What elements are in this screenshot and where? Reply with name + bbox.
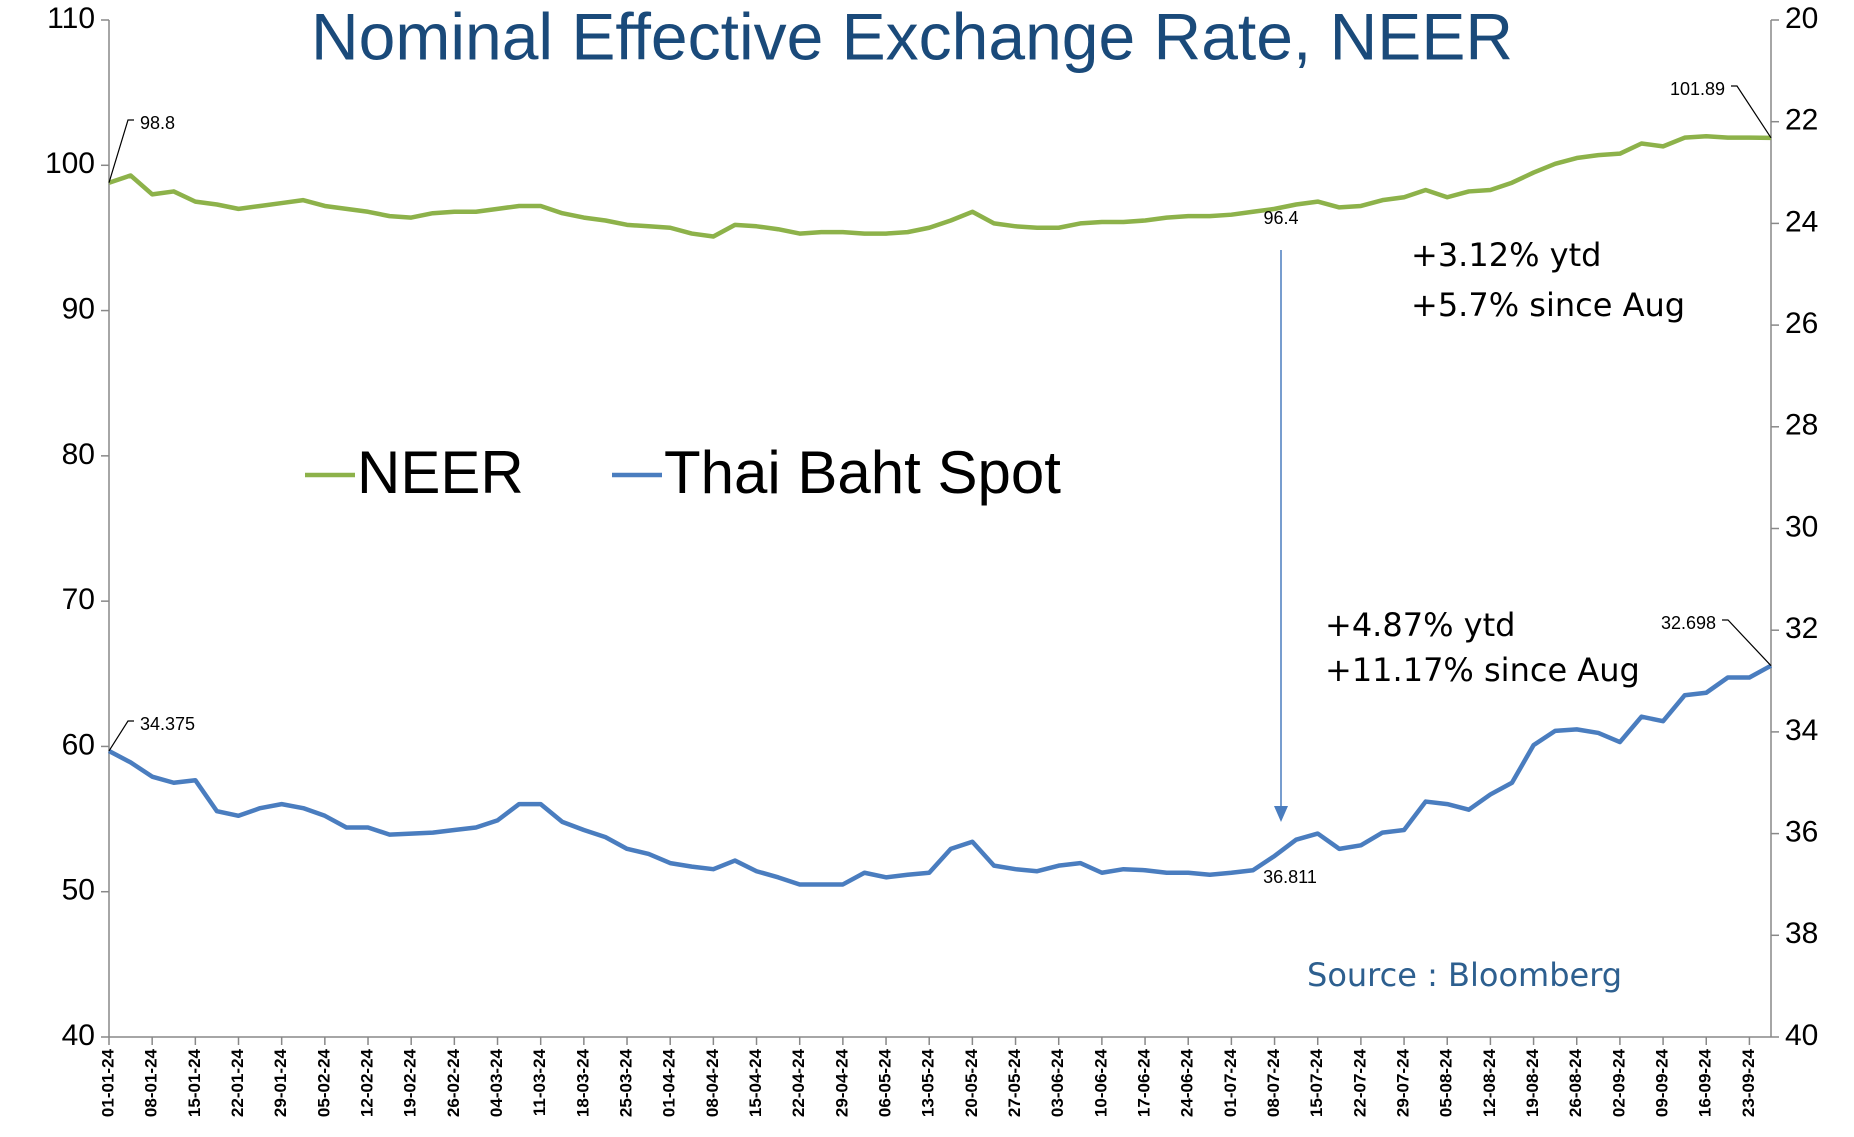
line-series xyxy=(107,663,1773,887)
line-series xyxy=(108,133,1772,239)
y2-tick-label: 32 xyxy=(1785,612,1818,645)
x-tick-label: 17-06-24 xyxy=(1135,1048,1154,1117)
x-tick-label: 27-05-24 xyxy=(1005,1048,1024,1117)
x-tick-label: 01-01-24 xyxy=(98,1048,117,1117)
y2-tick-label: 34 xyxy=(1785,714,1818,747)
data-label: 98.8 xyxy=(140,113,175,133)
x-tick-label: 04-03-24 xyxy=(487,1048,506,1117)
y2-tick-label: 28 xyxy=(1785,409,1818,442)
arrow-head xyxy=(1274,806,1288,822)
x-tick-label: 02-09-24 xyxy=(1609,1048,1628,1117)
x-tick-label: 16-09-24 xyxy=(1696,1048,1715,1117)
x-tick-label: 13-05-24 xyxy=(919,1048,938,1117)
y2-tick-label: 22 xyxy=(1785,104,1818,137)
data-label: 32.698 xyxy=(1661,613,1716,633)
x-tick-label: 05-02-24 xyxy=(314,1048,333,1117)
x-tick-label: 15-07-24 xyxy=(1307,1048,1326,1117)
x-tick-label: 06-05-24 xyxy=(876,1048,895,1117)
x-tick-label: 26-02-24 xyxy=(444,1048,463,1117)
x-tick-label: 29-01-24 xyxy=(271,1048,290,1117)
x-tick-label: 01-04-24 xyxy=(660,1048,679,1117)
x-tick-label: 15-01-24 xyxy=(185,1048,204,1117)
y-tick-label: 90 xyxy=(62,292,95,325)
x-tick-label: 22-01-24 xyxy=(228,1048,247,1117)
y-tick-label: 70 xyxy=(62,583,95,616)
legend-label: Thai Baht Spot xyxy=(664,439,1061,506)
leader-line xyxy=(1731,85,1772,139)
x-tick-label: 01-07-24 xyxy=(1221,1048,1240,1117)
y-tick-label: 50 xyxy=(62,874,95,907)
data-label: 101.89 xyxy=(1670,79,1725,99)
x-tick-label: 09-09-24 xyxy=(1653,1048,1672,1117)
x-tick-label: 03-06-24 xyxy=(1048,1048,1067,1117)
y2-tick-label: 26 xyxy=(1785,307,1818,340)
leader-line xyxy=(108,119,134,183)
annotation: Source : Bloomberg xyxy=(1307,956,1622,994)
x-tick-label: 29-07-24 xyxy=(1394,1048,1413,1117)
x-tick-label: 19-08-24 xyxy=(1523,1048,1542,1117)
x-tick-label: 25-03-24 xyxy=(617,1048,636,1117)
x-tick-label: 22-04-24 xyxy=(789,1048,808,1117)
x-tick-label: 24-06-24 xyxy=(1178,1048,1197,1117)
x-tick-label: 18-03-24 xyxy=(573,1048,592,1117)
x-tick-label: 05-08-24 xyxy=(1437,1048,1456,1117)
y2-tick-label: 38 xyxy=(1785,917,1818,950)
x-tick-label: 22-07-24 xyxy=(1350,1048,1369,1117)
x-tick-label: 10-06-24 xyxy=(1091,1048,1110,1117)
leader-line xyxy=(1722,619,1772,667)
x-tick-label: 29-04-24 xyxy=(832,1048,851,1117)
legend-label: NEER xyxy=(357,439,524,506)
x-tick-label: 11-03-24 xyxy=(530,1048,549,1116)
y2-tick-label: 40 xyxy=(1785,1019,1818,1052)
y2-tick-label: 30 xyxy=(1785,510,1818,543)
annotation: +3.12% ytd xyxy=(1411,236,1601,274)
x-tick-label: 08-01-24 xyxy=(142,1048,161,1117)
x-tick-label: 26-08-24 xyxy=(1566,1048,1585,1117)
annotation: +5.7% since Aug xyxy=(1411,286,1685,324)
annotation: 96.4 xyxy=(1263,208,1298,228)
leader-line xyxy=(108,720,134,752)
x-tick-label: 08-04-24 xyxy=(703,1048,722,1117)
y-tick-label: 110 xyxy=(47,2,95,35)
y2-tick-label: 24 xyxy=(1785,205,1818,238)
x-tick-label: 20-05-24 xyxy=(962,1048,981,1117)
x-tick-label: 23-09-24 xyxy=(1739,1048,1758,1117)
y-tick-label: 40 xyxy=(62,1019,95,1052)
y-tick-label: 100 xyxy=(45,147,95,180)
data-label: 34.375 xyxy=(140,714,195,734)
x-tick-label: 15-04-24 xyxy=(746,1048,765,1117)
annotation: +4.87% ytd xyxy=(1325,606,1515,644)
x-tick-label: 08-07-24 xyxy=(1264,1048,1283,1117)
y2-tick-label: 36 xyxy=(1785,816,1818,849)
x-tick-label: 19-02-24 xyxy=(401,1048,420,1117)
y-tick-label: 60 xyxy=(62,728,95,761)
annotation: 36.811 xyxy=(1263,867,1317,887)
y2-tick-label: 20 xyxy=(1785,2,1818,35)
x-tick-label: 12-02-24 xyxy=(357,1048,376,1117)
x-tick-label: 12-08-24 xyxy=(1480,1048,1499,1117)
y-tick-label: 80 xyxy=(62,438,95,471)
annotation: +11.17% since Aug xyxy=(1325,651,1640,689)
chart-title: Nominal Effective Exchange Rate, NEER xyxy=(311,0,1513,73)
